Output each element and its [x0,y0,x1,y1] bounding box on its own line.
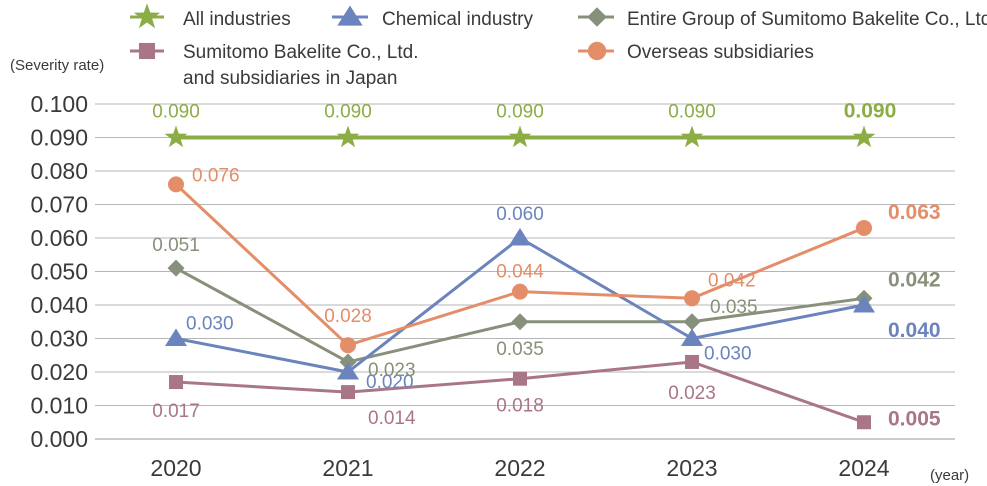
y-tick-label: 0.020 [30,359,88,385]
data-label: 0.076 [192,165,240,186]
data-label: 0.035 [496,339,544,360]
data-label: 0.028 [324,306,372,327]
y-tick-label: 0.030 [30,326,88,352]
data-point [684,290,700,307]
series [164,125,876,430]
data-point [508,125,532,148]
data-label: 0.017 [152,401,200,422]
data-point [509,228,531,246]
x-tick-label: 2022 [494,455,545,481]
data-label: 0.042 [888,268,941,291]
data-point [165,328,187,346]
data-labels: 0.090 0.090 0.090 0.090 0.090 0.030 0.020 0.060… [152,100,941,431]
legend-label-japan-line2: and subsidiaries in Japan [183,68,397,89]
legend-marker [587,41,607,61]
data-label: 0.063 [888,201,941,224]
y-tick-label: 0.100 [30,91,88,117]
legend-marker [337,5,363,26]
data-point [169,375,183,390]
y-tick-label: 0.090 [30,125,88,151]
data-label: 0.090 [324,102,372,123]
data-label: 0.030 [186,314,234,335]
legend-label-entire-group: Entire Group of Sumitomo Bakelite Co., L… [627,9,987,30]
y-tick-label: 0.080 [30,158,88,184]
data-label: 0.040 [888,319,941,342]
data-point [168,176,184,193]
y-tick-label: 0.050 [30,259,88,285]
data-point [164,125,188,148]
data-point [853,295,875,313]
data-label: 0.023 [668,383,716,404]
data-point [340,337,356,354]
data-label: 0.020 [366,372,414,393]
axes: (Severity rate) (year) 0.0000.0100.0200.… [10,57,969,484]
y-tick-label: 0.010 [30,393,88,419]
data-label: 0.090 [152,102,200,123]
data-point [683,313,701,331]
x-tick-label: 2021 [322,455,373,481]
data-point [513,371,527,386]
data-point [337,362,359,380]
legend-marker [587,7,607,27]
data-label: 0.090 [668,102,716,123]
data-label: 0.060 [496,204,544,225]
data-label: 0.018 [496,396,544,417]
legend-label-japan-line1: Sumitomo Bakelite Co., Ltd. [183,42,419,63]
legend: All industries Chemical industry Entire … [130,3,987,89]
legend-marker [138,42,156,60]
data-label: 0.035 [710,297,758,318]
y-axis-title: (Severity rate) [10,57,104,74]
data-point [852,125,876,148]
data-label: 0.030 [704,344,752,365]
data-label: 0.005 [888,407,941,430]
data-point [167,259,185,277]
data-label: 0.044 [496,262,544,283]
legend-label-chemical-industry: Chemical industry [382,9,533,30]
data-point [339,353,357,371]
y-tick-label: 0.060 [30,225,88,251]
data-label: 0.051 [152,235,200,256]
data-label: 0.014 [368,408,416,429]
data-point [512,283,528,300]
x-tick-label: 2020 [150,455,201,481]
x-axis-title: (year) [930,467,969,484]
x-tick-label: 2024 [838,455,889,481]
y-tick-label: 0.000 [30,426,88,452]
data-point [681,328,703,346]
legend-label-overseas: Overseas subsidiaries [627,42,814,63]
data-point [680,125,704,148]
data-point [685,354,699,369]
legend-marker [133,3,161,29]
data-label: 0.023 [368,360,416,381]
data-label: 0.090 [844,100,897,123]
y-tick-label: 0.040 [30,292,88,318]
data-label: 0.090 [496,102,544,123]
data-point [857,415,871,430]
x-tick-label: 2023 [666,455,717,481]
legend-label-all-industries: All industries [183,9,291,30]
y-tick-label: 0.070 [30,192,88,218]
data-point [511,313,529,331]
data-point [336,125,360,148]
data-point [341,385,355,400]
data-point [856,219,872,236]
data-label: 0.042 [708,270,756,291]
